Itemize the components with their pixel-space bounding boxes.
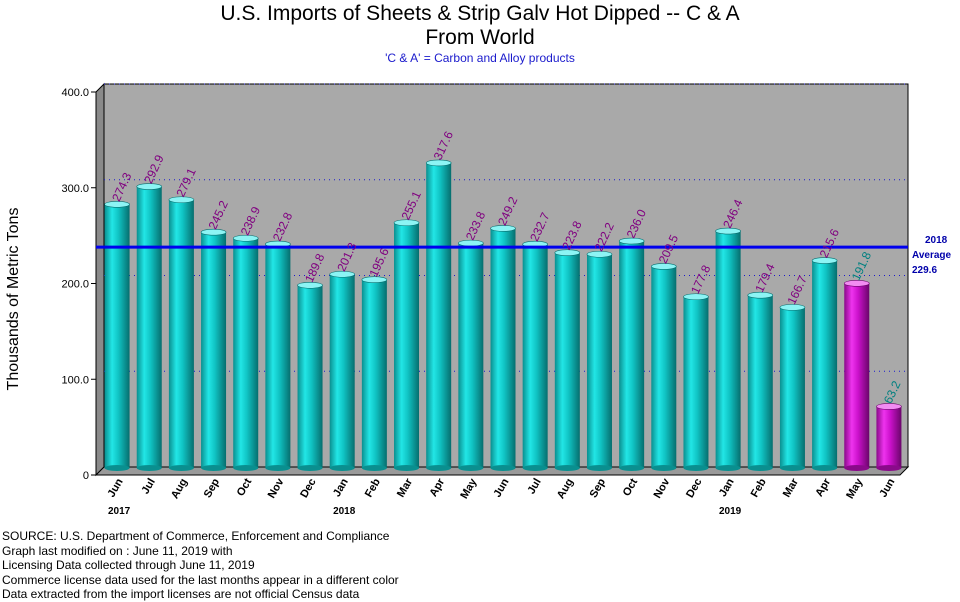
- bar: [683, 293, 709, 471]
- x-tick-label: Oct: [621, 476, 641, 498]
- bar: [393, 219, 420, 471]
- bar: [554, 249, 581, 471]
- bar: [329, 270, 356, 471]
- year-label: 2018: [333, 506, 356, 517]
- x-tick-label: Jul: [525, 477, 543, 497]
- bar: [876, 403, 902, 471]
- bar: [136, 183, 163, 471]
- x-tick-label: Jul: [139, 477, 157, 497]
- x-tick-label: Sep: [588, 476, 609, 500]
- x-tick-label: Jun: [491, 476, 511, 499]
- x-tick-label: May: [458, 476, 480, 501]
- source-notes: SOURCE: U.S. Department of Commerce, Enf…: [2, 529, 399, 602]
- bar: [361, 276, 388, 471]
- x-tick-label: May: [844, 476, 866, 501]
- source-line: Data extracted from the import licenses …: [2, 587, 360, 601]
- bar: [650, 263, 677, 471]
- bar: [458, 239, 484, 471]
- bar: [265, 240, 291, 471]
- source-line: Licensing Data collected through June 11…: [2, 558, 255, 572]
- source-line: SOURCE: U.S. Department of Commerce, Enf…: [2, 529, 390, 543]
- x-tick-label: Feb: [749, 476, 769, 499]
- bar: [747, 291, 774, 471]
- bar: [779, 304, 806, 471]
- x-tick-label: Nov: [652, 476, 673, 501]
- y-tick-label: 300.0: [61, 183, 89, 195]
- average-label: Average: [912, 250, 952, 261]
- x-tick-label: Aug: [169, 477, 190, 502]
- bar: [490, 225, 516, 471]
- chart-title-line1: U.S. Imports of Sheets & Strip Galv Hot …: [220, 2, 740, 25]
- bar: [168, 196, 195, 471]
- x-tick-label: Feb: [363, 476, 383, 499]
- y-tick-label: 200.0: [61, 279, 89, 291]
- average-label: 229.6: [912, 265, 937, 276]
- x-tick-label: Jun: [877, 476, 897, 499]
- bar: [811, 257, 838, 471]
- y-tick-label: 100.0: [61, 374, 89, 386]
- source-line: Graph last modified on : June 11, 2019 w…: [2, 543, 233, 558]
- chart-subtitle: 'C & A' = Carbon and Alloy products: [385, 51, 575, 65]
- x-tick-label: Sep: [202, 476, 223, 500]
- bar: [425, 159, 452, 471]
- x-tick-label: Jan: [717, 476, 737, 499]
- y-tick-label: 0: [83, 470, 89, 482]
- bar: [104, 201, 130, 471]
- bar: [715, 227, 741, 471]
- x-tick-label: Apr: [813, 476, 833, 499]
- bar: [522, 240, 548, 471]
- x-tick-label: Nov: [266, 476, 287, 501]
- bar: [618, 237, 645, 471]
- x-tick-label: Mar: [395, 476, 416, 500]
- x-tick-label: Dec: [684, 477, 704, 500]
- x-tick-label: Jan: [331, 476, 351, 499]
- source-line: Commerce license data used for the last …: [2, 572, 399, 587]
- bar: [297, 281, 323, 471]
- x-tick-label: Mar: [781, 476, 802, 500]
- year-label: 2019: [719, 506, 742, 517]
- x-tick-label: Aug: [555, 477, 576, 502]
- x-tick-label: Oct: [235, 476, 255, 498]
- bar: [586, 250, 613, 471]
- bar: [232, 234, 259, 471]
- plot-left-wall: [95, 82, 105, 477]
- bar: [843, 280, 870, 471]
- average-label: 2018: [925, 235, 948, 246]
- chart-title-line2: From World: [425, 26, 535, 49]
- x-tick-label: Apr: [427, 476, 447, 499]
- x-tick-label: Jun: [106, 476, 126, 499]
- year-label: 2017: [108, 506, 131, 517]
- x-tick-label: Dec: [298, 477, 318, 500]
- y-tick-label: 400.0: [61, 87, 89, 99]
- bar: [200, 228, 227, 471]
